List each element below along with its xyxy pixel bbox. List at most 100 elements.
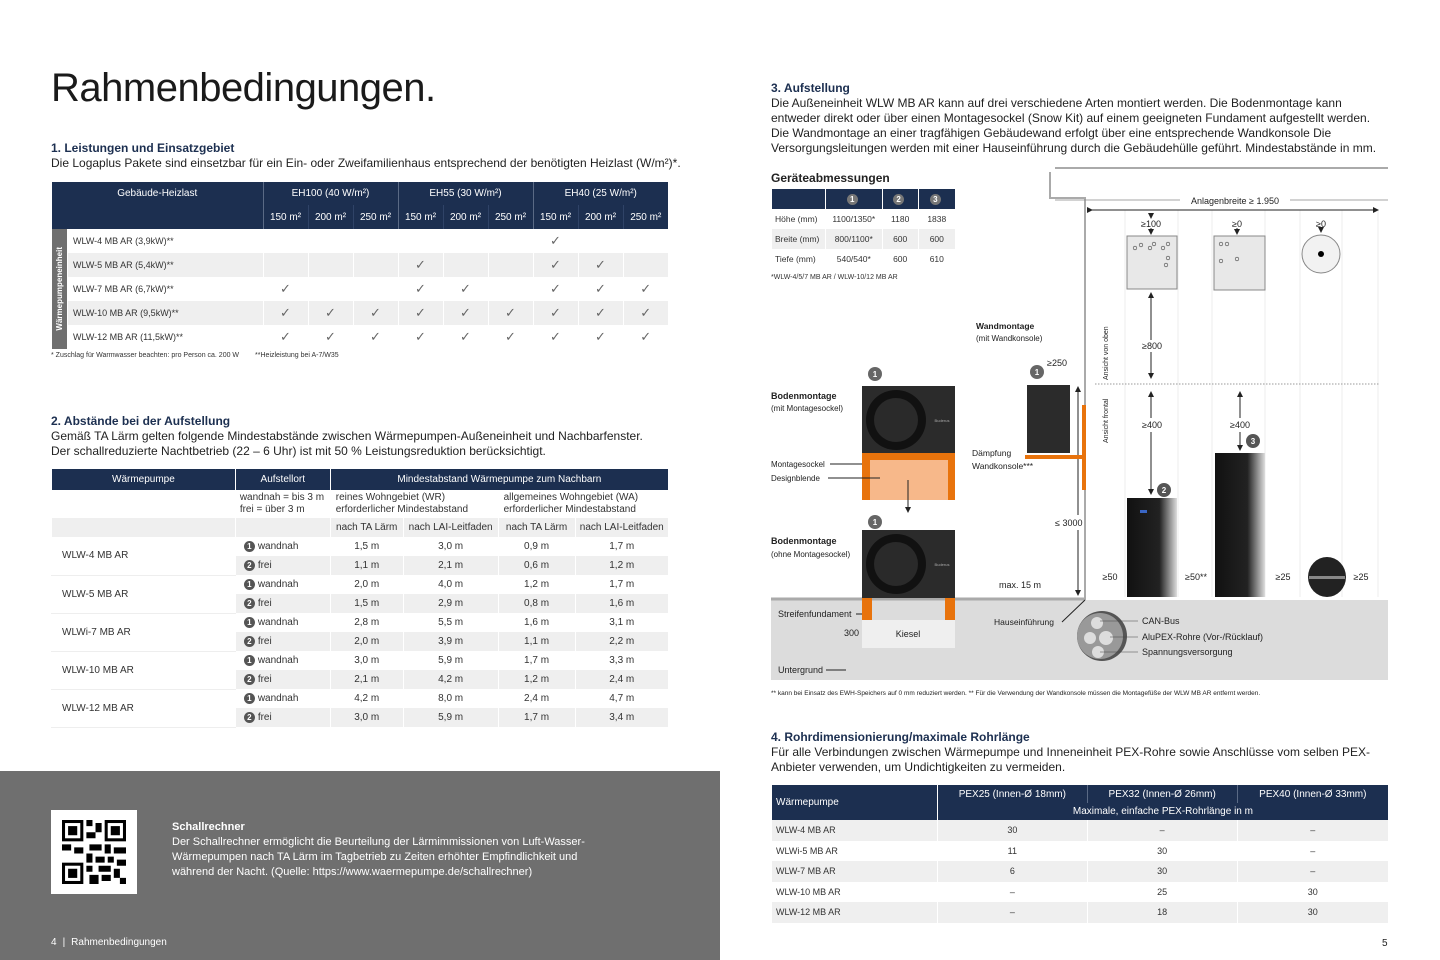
distance-value: 3,0 m bbox=[329, 708, 404, 727]
check-icon: ✓ bbox=[532, 229, 578, 253]
empty-cell bbox=[262, 229, 308, 253]
dim-label: ≥0 bbox=[1316, 219, 1326, 229]
badge-1 bbox=[868, 515, 882, 529]
pipe-length: 18 bbox=[1086, 902, 1238, 923]
place-desc: wandnah = bis 3 m bbox=[239, 492, 325, 503]
page-number-right: 5 bbox=[1382, 938, 1388, 949]
badge-1: 1 bbox=[243, 541, 255, 552]
dim-value: 600 bbox=[881, 249, 919, 269]
table-row: WLWi-7 MB AR 1 wandnah 2,8 m 5,5 m 1,6 m 3,1 m bbox=[51, 613, 668, 652]
empty-cell bbox=[442, 229, 488, 253]
top-view-label: Ansicht von oben bbox=[1103, 326, 1110, 380]
indoor-unit-3 bbox=[1215, 453, 1265, 597]
distance-value: 3,1 m bbox=[574, 613, 668, 632]
row-label: WLW-4 MB AR bbox=[771, 820, 938, 841]
place-cell: 2 frei bbox=[234, 594, 331, 613]
check-icon: ✓ bbox=[577, 253, 623, 277]
check-icon: ✓ bbox=[532, 277, 578, 301]
pipe-length: 11 bbox=[936, 840, 1088, 861]
distance-value: 2,1 m bbox=[329, 670, 404, 689]
check-icon: ✓ bbox=[442, 277, 488, 301]
pipe-length: 30 bbox=[1236, 881, 1388, 902]
qr-code-graphic bbox=[62, 820, 126, 884]
dim-value: 600 bbox=[881, 229, 919, 249]
col-group-header: EH100 (40 W/m²) bbox=[262, 182, 398, 205]
place-cell: 1 wandnah bbox=[234, 537, 331, 556]
distance-value: 1,1 m bbox=[497, 632, 576, 651]
col-header: Aufstellort bbox=[234, 469, 331, 490]
empty-cell bbox=[352, 277, 398, 301]
place-label: frei bbox=[257, 712, 272, 723]
dim-label: ≥25 bbox=[1354, 572, 1369, 582]
pipe-length: – bbox=[1236, 820, 1388, 841]
table-row: Breite (mm) 800/1100* 600 600 bbox=[771, 229, 955, 249]
pipe-table-wrap: Wärmepumpe PEX25 (Innen-Ø 18mm) PEX32 (I… bbox=[771, 785, 1388, 923]
table-row: WLW-10 MB AR (9,5kW)** ✓ ✓ ✓ ✓ ✓ ✓ ✓ ✓ ✓ bbox=[52, 301, 668, 325]
col-subheader: Maximale, einfache PEX-Rohrlänge in m bbox=[936, 803, 1388, 820]
place-label: wandnah bbox=[257, 541, 299, 552]
footer-separator: | bbox=[62, 937, 66, 948]
check-icon: ✓ bbox=[487, 301, 533, 325]
dim-label: ≥50 bbox=[1103, 572, 1118, 582]
pipe-length: 6 bbox=[936, 861, 1088, 882]
pipe-length: 30 bbox=[1086, 840, 1238, 861]
check-icon: ✓ bbox=[487, 325, 533, 349]
gravel-bed bbox=[862, 620, 955, 648]
pipe-length: – bbox=[1086, 820, 1238, 841]
table-row: Wärmepumpeneinheit WLW-4 MB AR (3,9kW)** ✓ bbox=[51, 229, 668, 349]
col-header: 150 m² bbox=[262, 205, 308, 229]
distance-value: 2,0 m bbox=[329, 575, 404, 594]
col-header: 250 m² bbox=[487, 205, 533, 229]
col-header: PEX40 (Innen-Ø 33mm) bbox=[1236, 785, 1388, 803]
section-4-text: Für alle Verbindungen zwischen Wärmepump… bbox=[771, 745, 1370, 774]
section-1-heading: 1. Leistungen und Einsatzgebiet bbox=[51, 141, 235, 155]
distance-value: 2,4 m bbox=[497, 689, 576, 708]
brand-logo: Buderus bbox=[935, 418, 950, 423]
badge-2: 2 bbox=[243, 636, 255, 647]
section-2-text-2: Der schallreduzierte Nachtbetrieb (22 – … bbox=[51, 444, 546, 458]
distance-value: 2,4 m bbox=[574, 670, 668, 689]
row-label: WLW-4 MB AR (3,9kW)** bbox=[67, 229, 263, 253]
check-icon: ✓ bbox=[622, 325, 668, 349]
table-row: 2 frei 2,0 m 3,9 m 1,1 m 2,2 m bbox=[52, 632, 668, 651]
distance-value: 1,2 m bbox=[497, 670, 576, 689]
wall-bracket bbox=[1025, 455, 1085, 459]
distance-value: 1,1 m bbox=[329, 556, 404, 575]
badge-1: 1 bbox=[243, 617, 255, 628]
foundation-left bbox=[862, 598, 872, 620]
badge-1: 1 bbox=[243, 693, 255, 704]
foundation-right bbox=[945, 598, 955, 620]
pump-label: WLWi-7 MB AR bbox=[51, 613, 236, 652]
note: * Zuschlag für Warmwasser beachten: pro … bbox=[51, 352, 240, 359]
indoor-unit-2 bbox=[1127, 498, 1177, 597]
pipe-length: – bbox=[936, 902, 1088, 923]
heat-load-table: Gebäude-Heizlast EH100 (40 W/m²) EH55 (30 … bbox=[51, 182, 668, 349]
qr-code-icon[interactable] bbox=[51, 810, 137, 894]
check-icon: ✓ bbox=[577, 325, 623, 349]
pipe-length-label: max. 15 m bbox=[999, 580, 1041, 590]
dims-note: *WLW-4/5/7 MB AR / WLW-10/12 MB AR bbox=[771, 274, 898, 281]
check-icon: ✓ bbox=[442, 301, 488, 325]
dim-label: ≥50** bbox=[1185, 572, 1207, 582]
place-cell: 1 wandnah bbox=[234, 689, 331, 708]
check-icon: ✓ bbox=[352, 301, 398, 325]
place-label: frei bbox=[257, 560, 272, 571]
depth-label: 300 bbox=[844, 628, 859, 638]
distance-value: 1,6 m bbox=[574, 594, 668, 613]
sub-header: nach LAI-Leitfaden bbox=[402, 518, 499, 537]
table-row: WLW-12 MB AR –18 30 bbox=[771, 902, 1388, 923]
distance-value: 1,5 m bbox=[329, 594, 404, 613]
empty-cell bbox=[352, 253, 398, 277]
floor-mount-label: Bodenmontage bbox=[771, 391, 837, 401]
badge-1: 1 bbox=[243, 655, 255, 666]
table-row: 2 frei 3,0 m 5,9 m 1,7 m 3,4 m bbox=[52, 708, 668, 727]
sub-header: nach TA Lärm bbox=[329, 518, 404, 537]
empty-cell bbox=[307, 277, 353, 301]
check-icon: ✓ bbox=[307, 301, 353, 325]
diagram-footnote: ** kann bei Einsatz des EWH-Speichers au… bbox=[771, 690, 1260, 697]
distance-value: 0,6 m bbox=[497, 556, 576, 575]
col-header: PEX25 (Innen-Ø 18mm) bbox=[936, 785, 1088, 803]
dim-value: 540/540* bbox=[824, 249, 883, 269]
dim-label: ≥0 bbox=[1232, 219, 1242, 229]
badge-text: 1 bbox=[873, 518, 878, 527]
